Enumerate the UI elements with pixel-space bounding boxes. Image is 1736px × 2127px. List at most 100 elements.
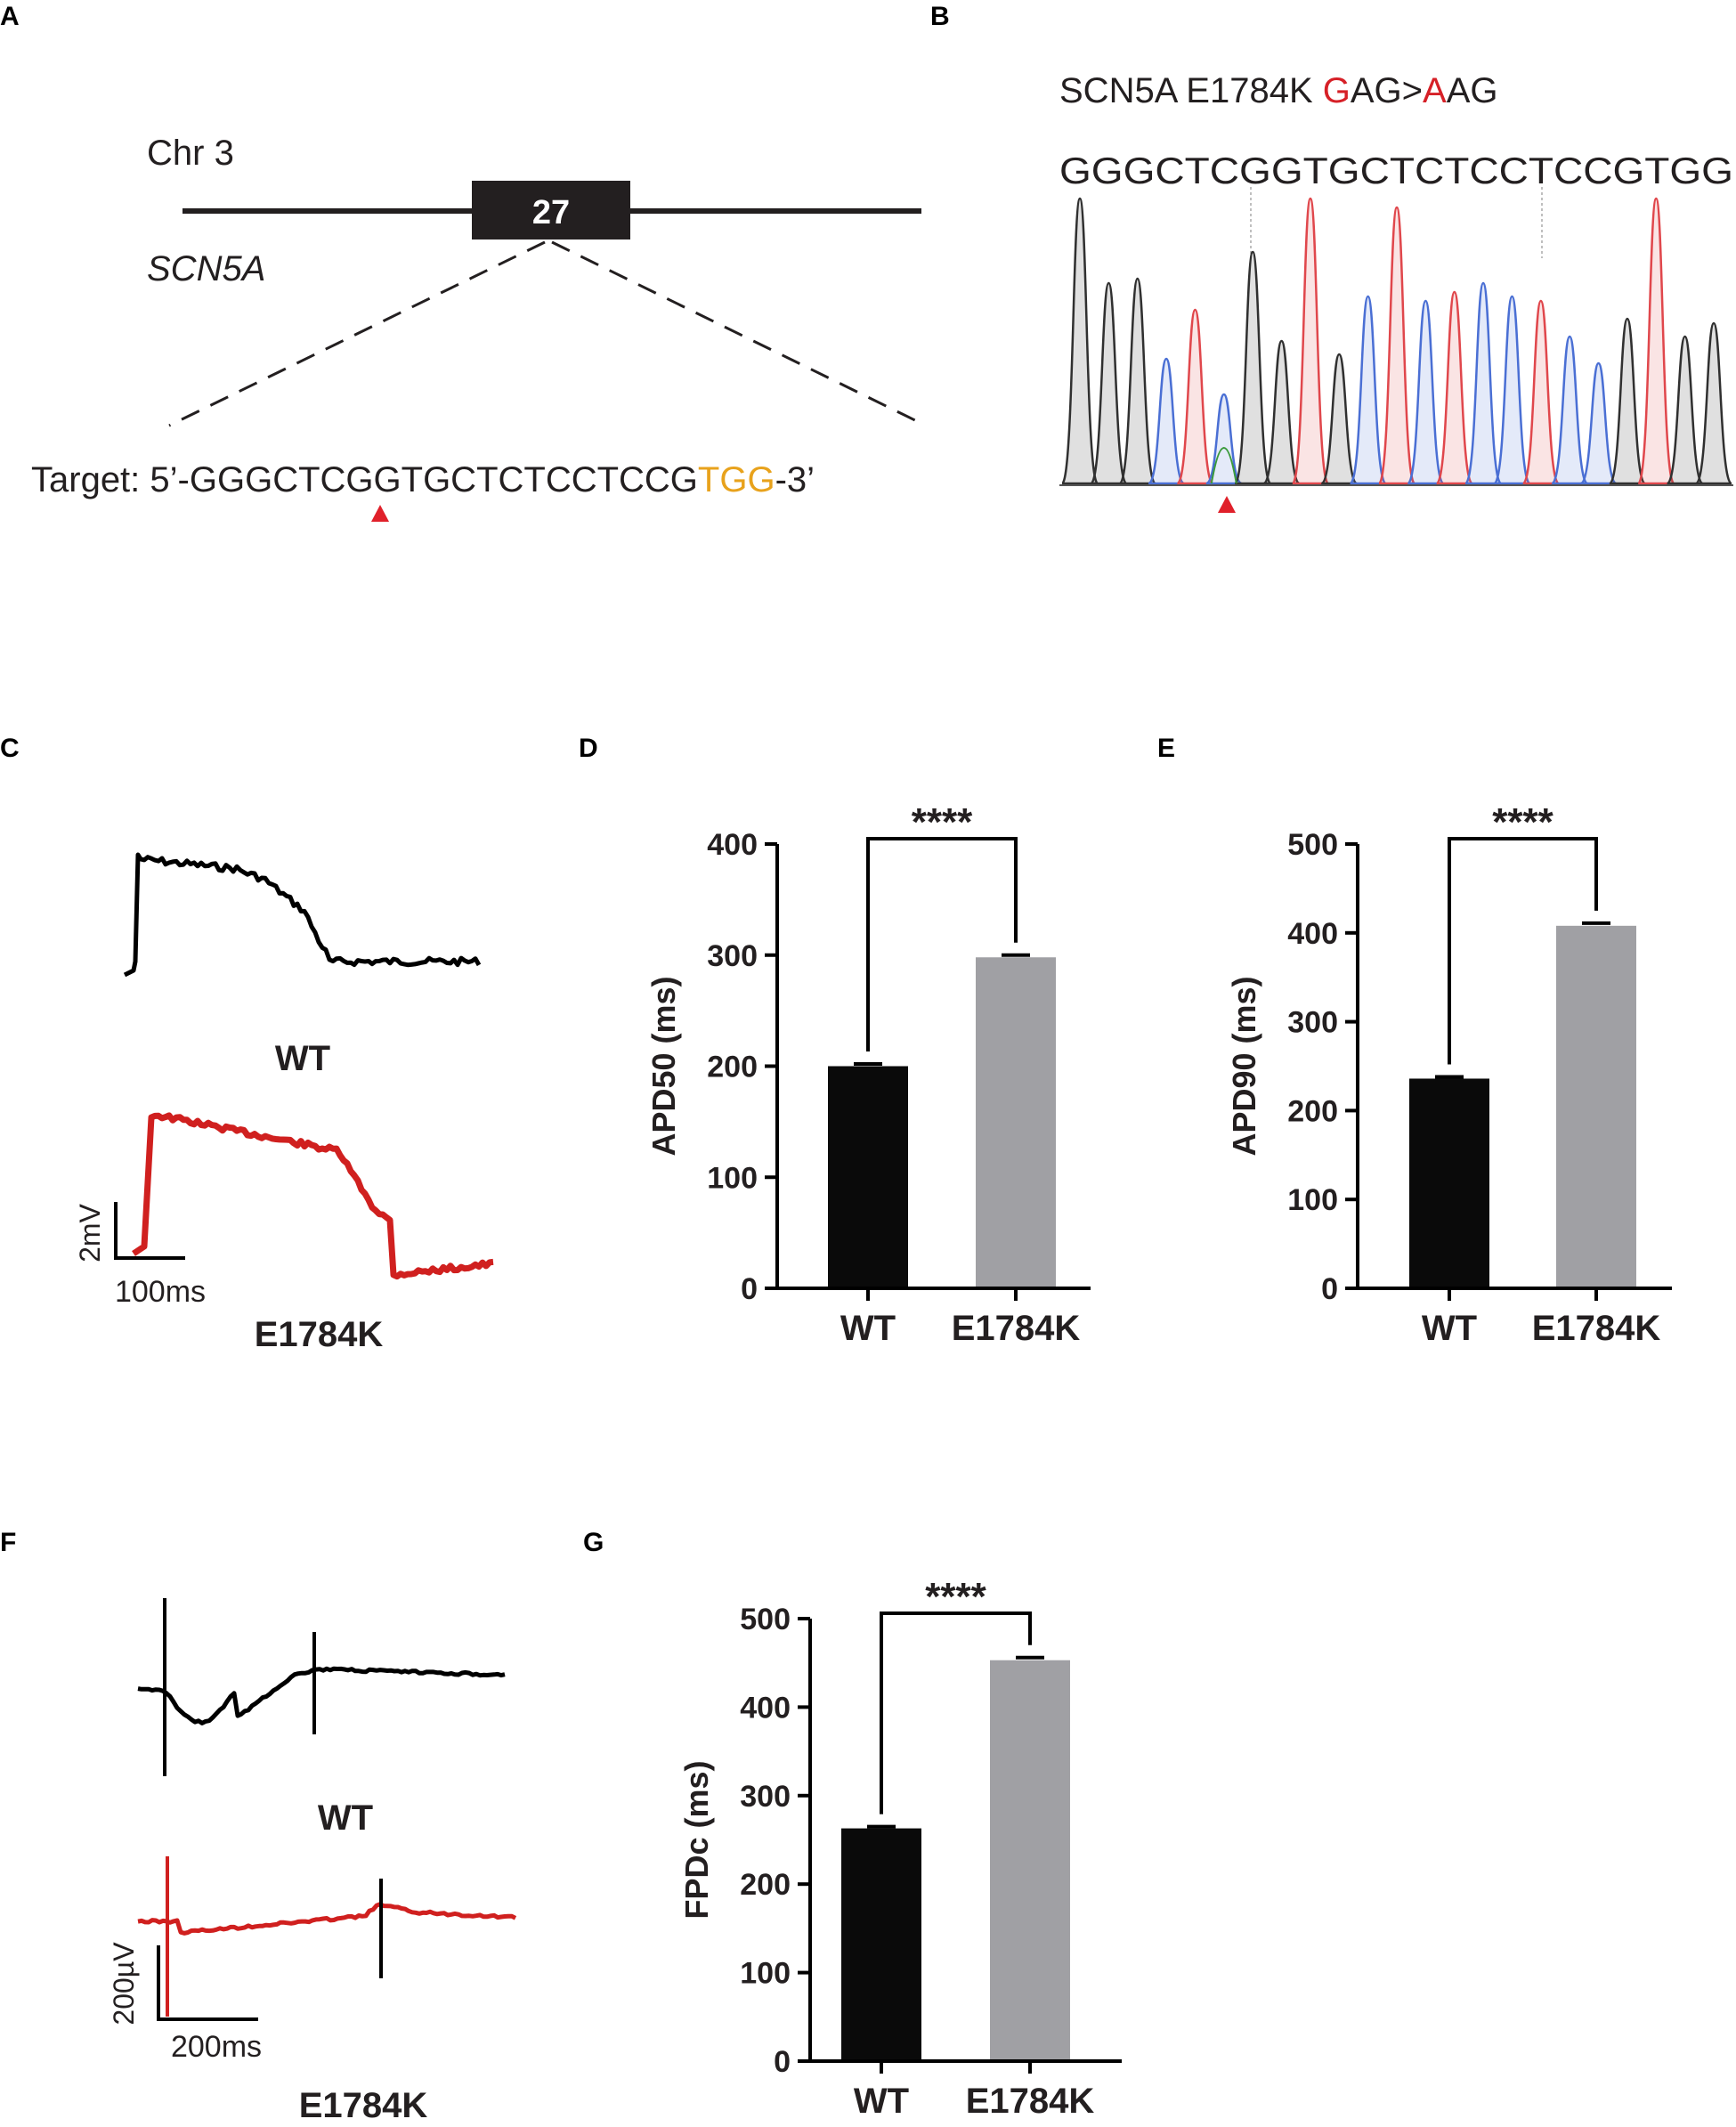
y-tick-label: 200 [740,1868,791,1902]
fp-scale-time-label: 200ms [171,2030,262,2064]
cut-site-marker [371,505,389,522]
panel-label-g: G [583,1528,604,1557]
chromatogram-peak [1608,317,1647,485]
chromatogram-peak [1407,299,1445,485]
exon-number: 27 [532,194,570,231]
gene-name: SCN5A [147,249,265,288]
mutant-fp-label: E1784K [299,2086,428,2125]
category-label-wt: WT [854,2082,909,2121]
scale-voltage-label: 2mV [74,1203,106,1262]
y-tick-label: 300 [740,1780,791,1814]
mutation-title: SCN5A E1784K GAG>AAG [1059,71,1498,110]
significance-stars: **** [925,1575,986,1619]
mutation-a: A [1423,71,1447,110]
panel-label-a: A [0,2,20,31]
zoom-dash-right [551,240,927,427]
chromatogram-peak [1118,277,1157,485]
mutation-end: AG [1447,71,1498,110]
panel-label-f: F [0,1528,16,1557]
mutation-g: G [1323,71,1351,110]
y-tick-label: 0 [1321,1272,1338,1306]
panel-label-d: D [579,734,598,763]
chromatogram-peak [1147,357,1186,485]
wt-field-potential-trace [137,1666,506,1725]
panel-a: A Chr 3 27 SCN5A Target: 5’-GGGCTCGGTGCT… [0,2,927,522]
significance-bracket [1448,837,1598,1065]
chromatogram-peak [1636,197,1675,485]
y-axis-label: APD50 (ms) [645,976,682,1156]
chromatogram-peak [1060,197,1099,485]
y-tick-label: 0 [741,1272,758,1306]
mutation-mid: AG> [1351,71,1423,110]
fp-scale-voltage-label: 200µV [108,1942,140,2026]
chromatogram-peak [1377,206,1416,485]
chromatogram-peak [1579,361,1618,485]
y-tick-label: 100 [707,1161,758,1195]
significance-stars: **** [1492,800,1553,844]
category-label-e1784k: E1784K [952,1309,1081,1348]
panel-label-b: B [930,2,950,31]
y-tick-label: 200 [707,1051,758,1084]
y-tick-label: 0 [774,2045,791,2079]
chromatogram-peak [1493,295,1531,485]
chromatogram-peak [1291,197,1330,485]
category-label-wt: WT [1422,1309,1477,1348]
chromatogram-peak [1550,335,1589,485]
chromatogram-peak [1666,335,1704,485]
chromatogram-sequence: GGGCTCGGTGCTCTCCTCCGTGG [1059,150,1733,191]
wt-fp-label: WT [318,1798,373,1838]
target-pam: TGG [698,460,775,499]
mutation-prefix: SCN5A E1784K [1059,71,1323,110]
chromatogram-peak [1349,295,1387,485]
category-label-wt: WT [840,1309,896,1348]
y-tick-label: 100 [740,1957,791,1991]
mutation-site-marker [1218,496,1236,513]
chromatogram-peak [1176,308,1214,485]
chromatogram-peak [1464,281,1503,485]
chart-fpdc: G WT E1784K 0 100 200 300 400 500 FPDc (ms) **** [583,1528,1122,2121]
category-label-e1784k: E1784K [1532,1309,1661,1348]
bar-wt [828,1066,908,1288]
panel-b: B SCN5A E1784K GAG>AAG GGGCTCGGTGCTCTCCT… [930,2,1733,513]
y-tick-label: 100 [1287,1183,1338,1217]
target-suffix: -3’ [775,460,815,499]
mutant-field-potential-trace [137,1902,517,1936]
bar-e1784k [990,1660,1070,2061]
y-axis-label: FPDc (ms) [678,1760,715,1919]
bar-wt [841,1828,921,2061]
panel-c: C WT 2mV 100ms E1784K [0,734,494,1354]
wt-trace-label: WT [275,1039,330,1078]
chromatogram [1060,197,1733,485]
zoom-dash-left [168,240,546,427]
bar-wt [1409,1078,1489,1288]
chromatogram-peak [1435,290,1474,485]
significance-bracket [880,1611,1032,1814]
category-label-e1784k: E1784K [966,2082,1095,2121]
chromatogram-peak [1319,353,1359,485]
bar-e1784k [976,957,1056,1288]
y-tick-label: 300 [1287,1006,1338,1040]
target-sequence: Target: 5’-GGGCTCGGTGCTCTCCTCCGTGG-3’ [31,460,815,499]
y-tick-label: 500 [740,1603,791,1636]
y-tick-label: 400 [740,1691,791,1725]
secondary-peak [1210,447,1237,484]
chromatogram-peak [1090,281,1128,485]
mutant-action-potential-trace [132,1112,494,1280]
chromatogram-peak [1521,299,1561,485]
panel-f: F WT 200µV 200ms E1784K [0,1528,517,2125]
target-prefix: Target: 5’- [31,460,190,499]
y-tick-label: 400 [707,828,758,862]
target-seq: GGGCTCGGTGCTCTCCTCCG [190,460,698,499]
y-tick-label: 400 [1287,917,1338,951]
exon-box [472,181,630,239]
chromatogram-peak [1205,393,1243,485]
y-tick-label: 300 [707,939,758,973]
chromosome-label: Chr 3 [147,134,234,173]
panel-label-e: E [1157,734,1175,763]
bar-e1784k [1556,925,1636,1288]
wt-action-potential-trace [123,852,482,978]
significance-stars: **** [912,800,973,844]
panel-label-c: C [0,734,20,763]
scale-time-label: 100ms [115,1275,206,1309]
